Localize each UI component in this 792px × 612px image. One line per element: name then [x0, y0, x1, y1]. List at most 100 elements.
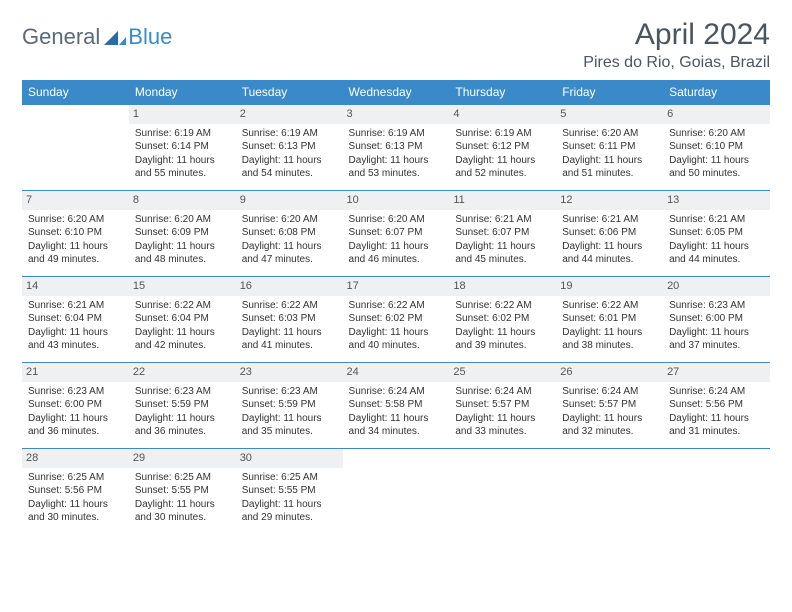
- sunset-text: Sunset: 5:57 PM: [455, 398, 550, 412]
- sunset-text: Sunset: 6:13 PM: [242, 140, 337, 154]
- sunset-text: Sunset: 5:56 PM: [28, 484, 123, 498]
- sunrise-text: Sunrise: 6:20 AM: [242, 213, 337, 227]
- daylight-text: Daylight: 11 hours and 54 minutes.: [242, 154, 337, 181]
- daylight-text: Daylight: 11 hours and 36 minutes.: [28, 412, 123, 439]
- day-number: 24: [343, 363, 450, 382]
- sunset-text: Sunset: 6:06 PM: [562, 226, 657, 240]
- day-number: 30: [236, 449, 343, 468]
- daylight-text: Daylight: 11 hours and 48 minutes.: [135, 240, 230, 267]
- day-number: 21: [22, 363, 129, 382]
- calendar-table: Sunday Monday Tuesday Wednesday Thursday…: [22, 80, 770, 535]
- weekday-header-row: Sunday Monday Tuesday Wednesday Thursday…: [22, 80, 770, 105]
- sunset-text: Sunset: 6:04 PM: [135, 312, 230, 326]
- week-row: 14Sunrise: 6:21 AMSunset: 6:04 PMDayligh…: [22, 277, 770, 363]
- sunset-text: Sunset: 6:14 PM: [135, 140, 230, 154]
- day-number: 8: [129, 191, 236, 210]
- weekday-header: Thursday: [449, 80, 556, 105]
- daylight-text: Daylight: 11 hours and 43 minutes.: [28, 326, 123, 353]
- sunset-text: Sunset: 5:55 PM: [242, 484, 337, 498]
- sunrise-text: Sunrise: 6:21 AM: [455, 213, 550, 227]
- page-title: April 2024: [583, 18, 770, 52]
- sunrise-text: Sunrise: 6:24 AM: [562, 385, 657, 399]
- sunset-text: Sunset: 5:55 PM: [135, 484, 230, 498]
- day-number: 2: [236, 105, 343, 124]
- daylight-text: Daylight: 11 hours and 37 minutes.: [669, 326, 764, 353]
- sunrise-text: Sunrise: 6:22 AM: [242, 299, 337, 313]
- day-number: 27: [663, 363, 770, 382]
- sunrise-text: Sunrise: 6:24 AM: [349, 385, 444, 399]
- day-cell: 29Sunrise: 6:25 AMSunset: 5:55 PMDayligh…: [129, 449, 236, 535]
- sunset-text: Sunset: 5:56 PM: [669, 398, 764, 412]
- sunset-text: Sunset: 6:00 PM: [669, 312, 764, 326]
- day-number: 19: [556, 277, 663, 296]
- day-number: 15: [129, 277, 236, 296]
- logo-sail-icon: [104, 29, 126, 45]
- sunrise-text: Sunrise: 6:24 AM: [455, 385, 550, 399]
- day-number: 5: [556, 105, 663, 124]
- sunrise-text: Sunrise: 6:22 AM: [135, 299, 230, 313]
- sunset-text: Sunset: 6:03 PM: [242, 312, 337, 326]
- daylight-text: Daylight: 11 hours and 33 minutes.: [455, 412, 550, 439]
- sunrise-text: Sunrise: 6:20 AM: [28, 213, 123, 227]
- day-number: 7: [22, 191, 129, 210]
- sunrise-text: Sunrise: 6:21 AM: [28, 299, 123, 313]
- sunrise-text: Sunrise: 6:22 AM: [349, 299, 444, 313]
- day-number: 14: [22, 277, 129, 296]
- daylight-text: Daylight: 11 hours and 39 minutes.: [455, 326, 550, 353]
- sunset-text: Sunset: 5:59 PM: [135, 398, 230, 412]
- day-number: 9: [236, 191, 343, 210]
- day-number: 17: [343, 277, 450, 296]
- location-text: Pires do Rio, Goias, Brazil: [583, 54, 770, 72]
- day-cell: [663, 449, 770, 535]
- day-number: 6: [663, 105, 770, 124]
- day-cell: 1Sunrise: 6:19 AMSunset: 6:14 PMDaylight…: [129, 105, 236, 191]
- header: General Blue April 2024 Pires do Rio, Go…: [22, 18, 770, 72]
- daylight-text: Daylight: 11 hours and 40 minutes.: [349, 326, 444, 353]
- day-number: 16: [236, 277, 343, 296]
- day-cell: 4Sunrise: 6:19 AMSunset: 6:12 PMDaylight…: [449, 105, 556, 191]
- sunset-text: Sunset: 6:04 PM: [28, 312, 123, 326]
- daylight-text: Daylight: 11 hours and 53 minutes.: [349, 154, 444, 181]
- day-cell: 9Sunrise: 6:20 AMSunset: 6:08 PMDaylight…: [236, 191, 343, 277]
- day-number: 1: [129, 105, 236, 124]
- sunrise-text: Sunrise: 6:19 AM: [349, 127, 444, 141]
- sunset-text: Sunset: 6:01 PM: [562, 312, 657, 326]
- day-number: 25: [449, 363, 556, 382]
- weekday-header: Wednesday: [343, 80, 450, 105]
- daylight-text: Daylight: 11 hours and 52 minutes.: [455, 154, 550, 181]
- day-number: 11: [449, 191, 556, 210]
- day-number: 29: [129, 449, 236, 468]
- sunrise-text: Sunrise: 6:19 AM: [135, 127, 230, 141]
- sunrise-text: Sunrise: 6:21 AM: [669, 213, 764, 227]
- day-cell: 16Sunrise: 6:22 AMSunset: 6:03 PMDayligh…: [236, 277, 343, 363]
- week-row: 21Sunrise: 6:23 AMSunset: 6:00 PMDayligh…: [22, 363, 770, 449]
- day-cell: 2 Sunrise: 6:19 AMSunset: 6:13 PMDaylight…: [236, 105, 343, 191]
- sunset-text: Sunset: 6:10 PM: [28, 226, 123, 240]
- daylight-text: Daylight: 11 hours and 51 minutes.: [562, 154, 657, 181]
- sunset-text: Sunset: 6:07 PM: [349, 226, 444, 240]
- sunset-text: Sunset: 6:08 PM: [242, 226, 337, 240]
- day-cell: 20Sunrise: 6:23 AMSunset: 6:00 PMDayligh…: [663, 277, 770, 363]
- title-block: April 2024 Pires do Rio, Goias, Brazil: [583, 18, 770, 72]
- day-cell: 8Sunrise: 6:20 AMSunset: 6:09 PMDaylight…: [129, 191, 236, 277]
- daylight-text: Daylight: 11 hours and 42 minutes.: [135, 326, 230, 353]
- day-number: 28: [22, 449, 129, 468]
- weekday-header: Monday: [129, 80, 236, 105]
- day-cell: 22Sunrise: 6:23 AMSunset: 5:59 PMDayligh…: [129, 363, 236, 449]
- sunrise-text: Sunrise: 6:19 AM: [242, 127, 337, 141]
- sunrise-text: Sunrise: 6:20 AM: [135, 213, 230, 227]
- day-cell: 25 Sunrise: 6:24 AMSunset: 5:57 PMDayligh…: [449, 363, 556, 449]
- sunset-text: Sunset: 5:59 PM: [242, 398, 337, 412]
- weekday-header: Saturday: [663, 80, 770, 105]
- day-cell: 27Sunrise: 6:24 AMSunset: 5:56 PMDayligh…: [663, 363, 770, 449]
- day-cell: 18Sunrise: 6:22 AMSunset: 6:02 PMDayligh…: [449, 277, 556, 363]
- day-cell: 3Sunrise: 6:19 AMSunset: 6:13 PMDaylight…: [343, 105, 450, 191]
- daylight-text: Daylight: 11 hours and 36 minutes.: [135, 412, 230, 439]
- weekday-header: Tuesday: [236, 80, 343, 105]
- sunset-text: Sunset: 6:00 PM: [28, 398, 123, 412]
- day-cell: [343, 449, 450, 535]
- daylight-text: Daylight: 11 hours and 30 minutes.: [135, 498, 230, 525]
- sunset-text: Sunset: 6:05 PM: [669, 226, 764, 240]
- day-cell: 13Sunrise: 6:21 AMSunset: 6:05 PMDayligh…: [663, 191, 770, 277]
- day-cell: 17Sunrise: 6:22 AMSunset: 6:02 PMDayligh…: [343, 277, 450, 363]
